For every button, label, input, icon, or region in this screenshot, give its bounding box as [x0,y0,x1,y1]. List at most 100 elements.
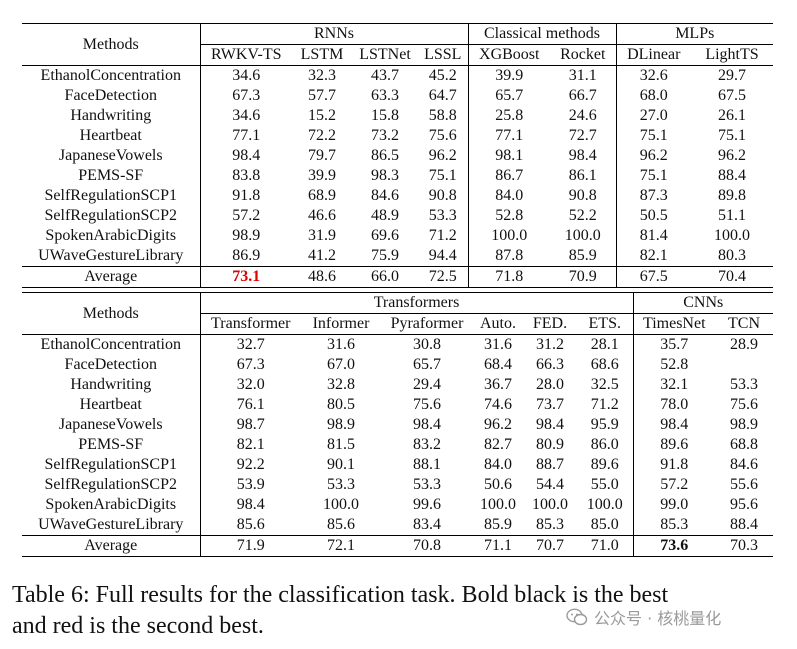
value-cell: 100.0 [550,226,617,246]
watermark-text: 公众号 · 核桃量化 [594,609,722,628]
value-cell: 88.7 [536,456,564,473]
value-cell: 32.8 [327,376,355,393]
value-cell: 88.1 [413,456,441,473]
value-cell: 24.6 [550,106,617,126]
caption-line-2: and red is the second best. [12,613,264,639]
table-row: JapaneseVowels 98.4 79.7 86.5 96.2 98.1 98.4 96… [22,146,773,166]
value-cell: 54.4 [536,476,564,493]
value-cell: 84.6 [371,187,399,204]
value-cell: 29.7 [718,67,746,84]
value-cell: 57.2 [232,207,261,224]
value-cell: 87.3 [639,187,668,204]
dataset-name: Heartbeat [22,126,201,146]
dataset-name: UWaveGestureLibrary [22,515,201,536]
value-cell: 25.8 [495,107,524,124]
value-cell: 82.1 [236,436,265,453]
value-cell: 84.0 [495,187,524,204]
table-row: SelfRegulationSCP2 57.2 46.6 48.9 53.3 52.8 52… [22,206,773,226]
value-cell: 32.0 [236,376,265,393]
value-cell: 28.0 [536,376,564,393]
value-cell: 79.7 [308,147,336,164]
value-cell: 77.1 [495,127,524,144]
model-header: Informer [301,313,381,335]
value-cell: 77.1 [232,127,261,144]
value-cell: 80.5 [327,396,355,413]
value-cell: 53.3 [730,376,758,393]
table-row: PEMS-SF 83.8 39.9 98.3 75.1 86.7 86.1 75.1 88.4 [22,166,773,186]
dataset-name: FaceDetection [22,355,201,375]
value-cell: 98.4 [236,496,265,513]
value-cell: 73.7 [536,396,564,413]
value-cell: 98.9 [327,416,355,433]
value-cell: 82.1 [639,247,668,264]
table-row: FaceDetection 67.3 57.7 63.3 64.7 65.7 66.7 68.… [22,86,773,106]
value-cell: 90.8 [418,186,469,206]
value-cell: 98.4 [232,147,261,164]
value-cell: 35.7 [660,336,689,353]
value-cell: 73.2 [371,127,399,144]
value-cell: 31.6 [484,336,512,353]
table-row: PEMS-SF 82.1 81.5 83.2 82.7 80.9 86.0 89.6 68.8 [22,435,773,455]
value-cell: 67.3 [236,356,265,373]
value-cell: 31.9 [308,227,336,244]
dataset-name: FaceDetection [22,86,201,106]
value-cell: 28.1 [577,334,634,355]
value-cell: 98.7 [236,416,265,433]
group-header-cnns: CNNs [633,292,773,314]
dataset-name: PEMS-SF [22,435,201,455]
value-cell: 95.9 [577,415,634,435]
value-cell: 75.6 [413,396,441,413]
value-cell: 29.4 [413,376,441,393]
dataset-name: Handwriting [22,106,201,126]
table-row: SelfRegulationSCP1 92.2 90.1 88.1 84.0 88.7 89… [22,455,773,475]
value-cell: 83.2 [413,436,441,453]
value-cell: 68.8 [730,436,758,453]
value-cell: 34.6 [232,107,261,124]
table-row: EthanolConcentration 34.6 32.3 43.7 45.2 39.9… [22,65,773,86]
dataset-name: SelfRegulationSCP2 [22,475,201,495]
group-header-transformers: Transformers [200,292,634,314]
table-row: Heartbeat 77.1 72.2 73.2 75.6 77.1 72.7 75.1 75.… [22,126,773,146]
average-label: Average [22,535,201,557]
value-cell: 72.7 [550,126,617,146]
methods-header: Methods [22,23,201,66]
value-cell: 80.9 [536,436,564,453]
value-cell: 63.3 [371,87,399,104]
value-cell: 88.4 [730,516,758,533]
dataset-name: PEMS-SF [22,166,201,186]
value-cell: 48.9 [371,207,399,224]
model-header: LSTM [292,44,352,66]
value-cell: 85.3 [660,516,689,533]
value-cell: 84.6 [730,456,758,473]
value-cell: 71.2 [577,395,634,415]
average-cell: 70.3 [715,535,773,557]
value-cell: 51.1 [718,207,746,224]
value-cell: 98.3 [371,167,399,184]
value-cell: 96.2 [418,146,469,166]
value-cell: 100.0 [714,227,750,244]
value-cell: 27.0 [639,107,668,124]
value-cell: 78.0 [660,396,689,413]
value-cell: 68.9 [308,187,336,204]
model-header: LSSL [418,44,469,66]
value-cell: 45.2 [418,65,469,86]
value-cell: 75.1 [639,167,668,184]
value-cell: 52.8 [495,207,524,224]
value-cell: 39.9 [308,167,336,184]
dataset-name: EthanolConcentration [22,334,201,355]
value-cell: 34.6 [232,67,261,84]
dataset-name: Handwriting [22,375,201,395]
value-cell: 43.7 [371,67,399,84]
watermark: 公众号 · 核桃量化 [566,605,721,629]
dataset-name: SelfRegulationSCP1 [22,455,201,475]
value-cell: 65.7 [413,356,441,373]
value-cell: 68.4 [484,356,512,373]
dataset-name: SelfRegulationSCP1 [22,186,201,206]
value-cell: 15.2 [308,107,336,124]
value-cell: 100.0 [532,496,568,513]
value-cell: 96.2 [484,416,512,433]
value-cell: 75.6 [730,396,758,413]
value-cell: 50.6 [484,476,512,493]
value-cell: 50.5 [639,207,668,224]
value-cell: 67.0 [327,356,355,373]
